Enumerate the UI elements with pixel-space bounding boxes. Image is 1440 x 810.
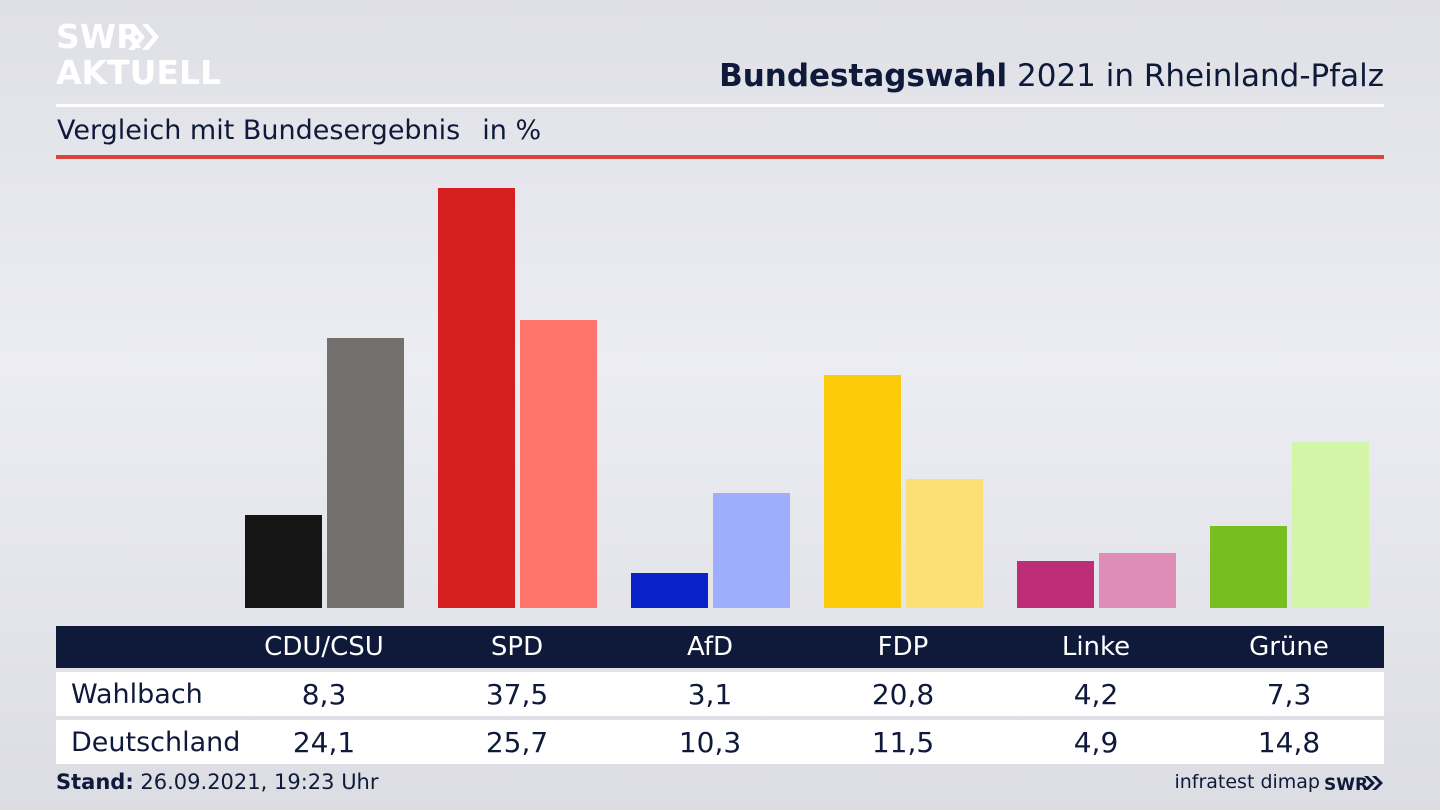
- bar-chart: [0, 160, 1440, 608]
- category-label: SPD: [490, 632, 544, 662]
- value-cell: 14,8: [1257, 725, 1321, 759]
- category-label: Linke: [1061, 632, 1131, 662]
- chart-title: Bundestagswahl 2021 in Rheinland-Pfalz: [719, 58, 1384, 94]
- value-cell: 24,1: [292, 725, 356, 759]
- title-rest: 2021 in Rheinland-Pfalz: [1017, 58, 1384, 94]
- footer-logo-text: SWR: [1324, 775, 1368, 794]
- value-cell: 4,2: [1073, 677, 1119, 711]
- chart-subtitle: Vergleich mit Bundesergebnis in %: [57, 115, 541, 146]
- table-header: CDU/CSU SPD AfD FDP Linke Grüne: [56, 626, 1384, 668]
- bar-wahlbach-fdp: [823, 375, 901, 608]
- value-cell: 10,3: [678, 725, 742, 759]
- source-label: infratest dimap: [1174, 771, 1320, 793]
- divider: [56, 104, 1384, 107]
- value-cell: 7,3: [1266, 677, 1312, 711]
- chevron-right-icon: [128, 24, 145, 50]
- chevron-right-icon: [142, 24, 159, 50]
- title-bold: Bundestagswahl: [719, 58, 1008, 94]
- chevron-right-icon: [1364, 776, 1375, 790]
- logo-line1: SWR: [56, 18, 142, 56]
- value-cell: 11,5: [871, 725, 935, 759]
- swr-aktuell-logo: SWR AKTUELL: [56, 17, 226, 92]
- bar-wahlbach-spd: [437, 188, 515, 608]
- bar-deutschland-afd: [712, 492, 790, 608]
- bar-deutschland-gr-ne: [1291, 442, 1369, 608]
- bar-wahlbach-linke: [1016, 560, 1094, 608]
- category-label: Grüne: [1249, 632, 1329, 662]
- value-cell: 37,5: [485, 677, 549, 711]
- chevron-right-icon: [1372, 776, 1383, 790]
- stand-label: Stand:: [56, 770, 134, 794]
- subtitle-text: Vergleich mit Bundesergebnis: [57, 115, 461, 146]
- bar-deutschland-spd: [519, 320, 597, 608]
- accent-divider: [56, 155, 1384, 159]
- bar-deutschland-cdu-csu: [326, 338, 404, 608]
- bar-wahlbach-afd: [630, 573, 708, 608]
- results-table: CDU/CSU SPD AfD FDP Linke Grüne Wahlbach 8,3 37…: [56, 626, 1384, 764]
- bar-wahlbach-gr-ne: [1209, 526, 1287, 608]
- category-label: CDU/CSU: [264, 632, 384, 662]
- bar-deutschland-fdp: [905, 479, 983, 608]
- value-cell: 25,7: [485, 725, 549, 759]
- stand-value: 26.09.2021, 19:23 Uhr: [140, 770, 379, 794]
- value-cell: 8,3: [301, 677, 347, 711]
- category-label: FDP: [877, 632, 929, 662]
- unit-label: in %: [482, 115, 542, 146]
- value-cell: 4,9: [1073, 725, 1119, 759]
- value-cell: 20,8: [871, 677, 935, 711]
- table-row: Wahlbach 8,3 37,5 3,1 20,8 4,2 7,3: [56, 672, 1384, 716]
- row-label: Wahlbach: [71, 678, 203, 710]
- value-cell: 3,1: [687, 677, 733, 711]
- row-label: Deutschland: [71, 726, 241, 758]
- bar-wahlbach-cdu-csu: [244, 515, 322, 608]
- logo-line2: AKTUELL: [56, 53, 221, 90]
- swr-footer-logo: SWR: [1324, 772, 1384, 795]
- timestamp: Stand: 26.09.2021, 19:23 Uhr: [56, 770, 379, 794]
- table-row: Deutschland 24,1 25,7 10,3 11,5 4,9 14,8: [56, 720, 1384, 764]
- category-label: AfD: [686, 632, 734, 662]
- bar-deutschland-linke: [1098, 553, 1176, 608]
